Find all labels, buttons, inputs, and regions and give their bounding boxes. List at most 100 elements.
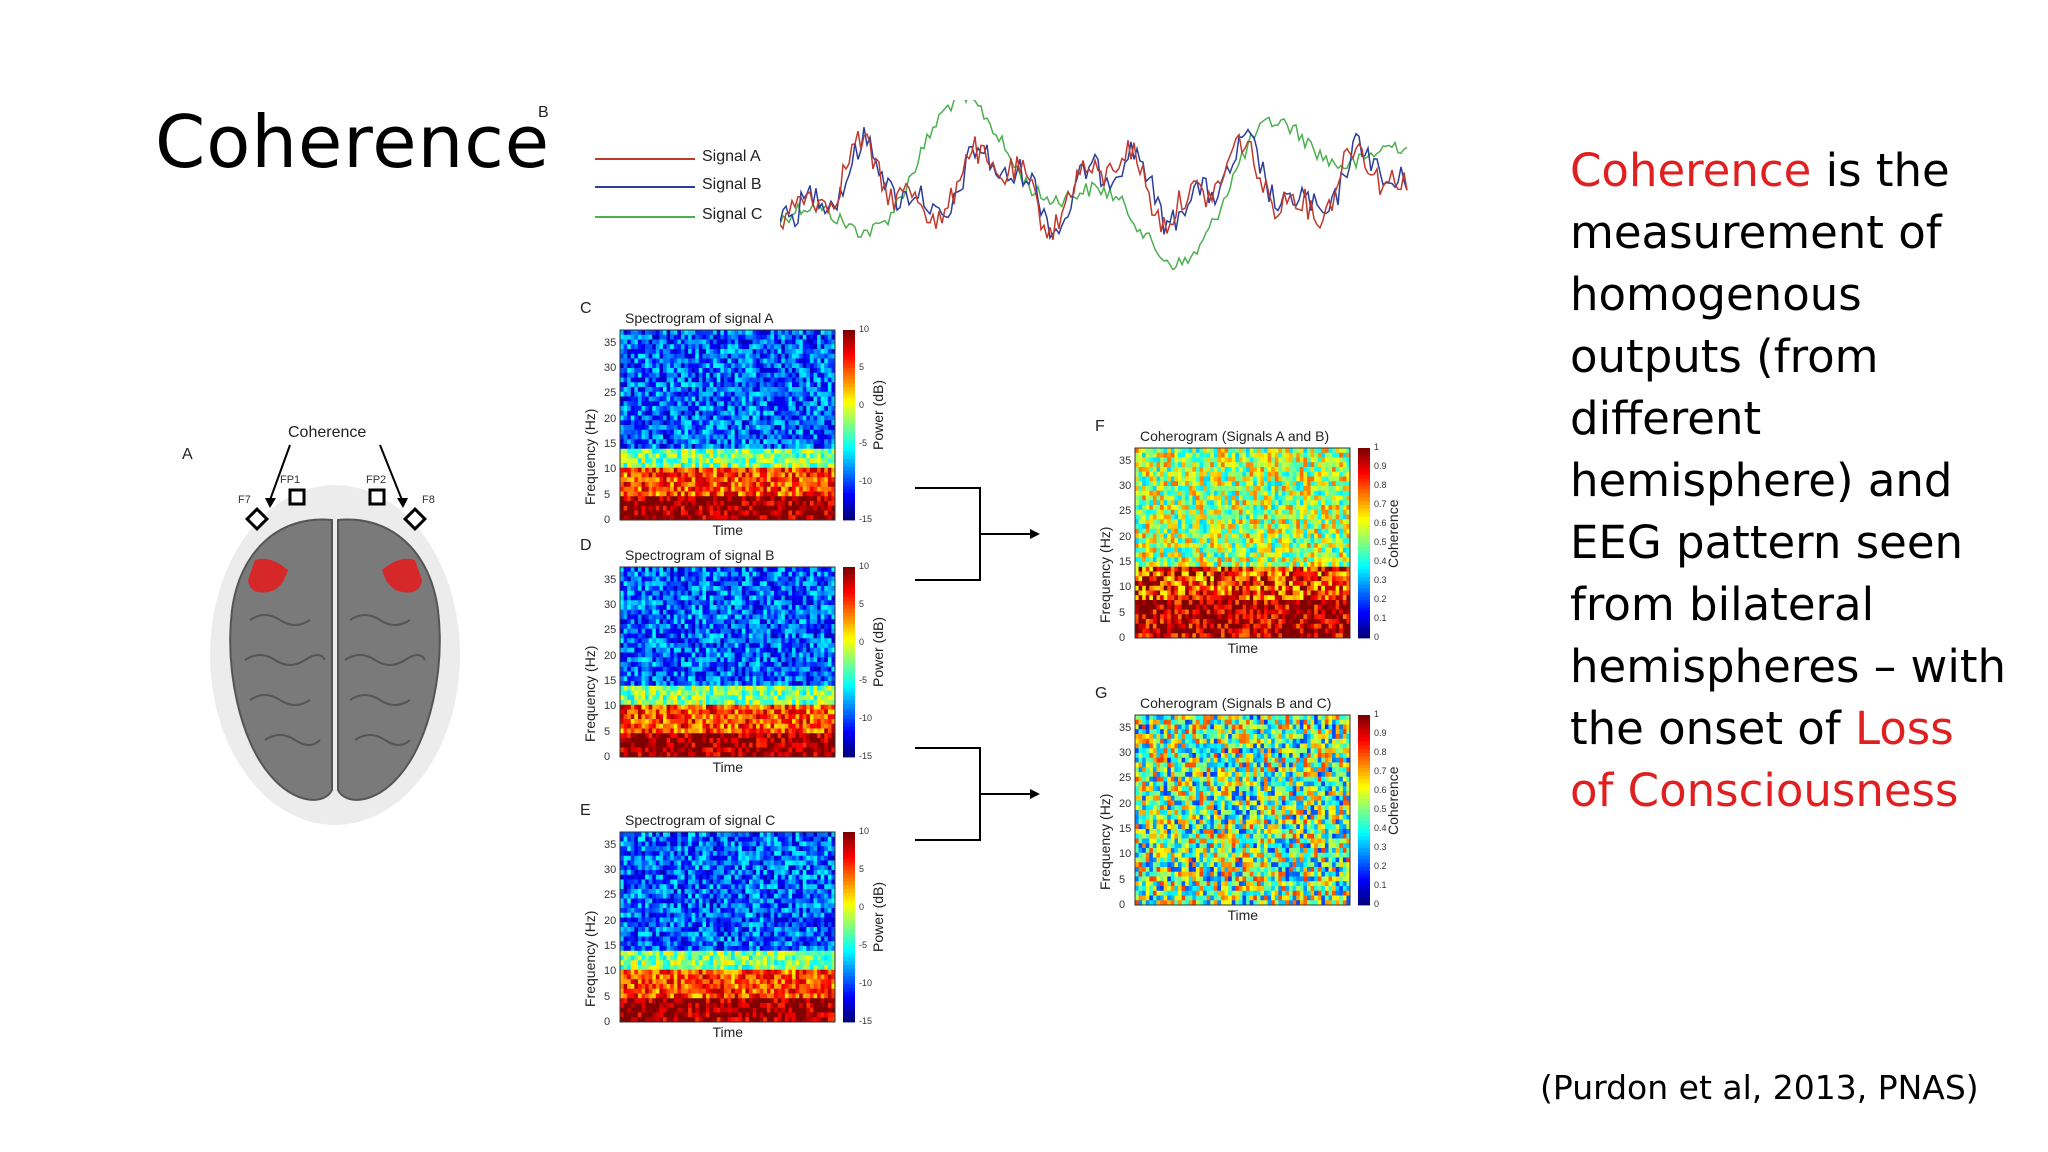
heatmap-cell [680,628,685,634]
heatmap-cell [673,439,678,445]
heatmap-cell [824,349,829,355]
heatmap-cell [659,581,664,587]
heatmap-cell [623,515,628,521]
heatmap-cell [698,444,703,450]
heatmap-cell [827,496,832,502]
heatmap-cell [713,358,718,364]
heatmap-cell [702,406,707,412]
heatmap-cell [655,685,660,691]
heatmap-cell [630,515,635,521]
heatmap-cell [792,353,796,359]
heatmap-cell [806,738,811,744]
heatmap-cell [677,567,682,573]
heatmap-cell [648,482,653,488]
heatmap-cell [634,339,639,345]
heatmap-cell [709,387,714,393]
heatmap-cell [709,685,714,691]
heatmap-cell [738,401,743,407]
heatmap-cell [666,567,671,573]
heatmap-cell [745,609,750,615]
heatmap-cell [781,334,786,340]
heatmap-cell [666,410,671,416]
heatmap-cell [727,747,732,753]
heatmap-cell [623,415,628,421]
heatmap-cell [630,349,635,355]
heatmap-cell [648,633,653,639]
colorbar-segment [843,371,855,376]
heatmap-cell [655,576,660,582]
heatmap-cell [673,463,678,469]
heatmap-cell [720,377,725,383]
heatmap-cell [691,463,696,469]
heatmap-cell [673,486,678,492]
heatmap-cell [777,472,782,478]
heatmap-cell [749,652,753,658]
heatmap-cell [749,704,753,710]
heatmap-cell [784,344,789,350]
heatmap-cell [630,619,635,625]
heatmap-cell [788,643,793,649]
heatmap-cell [702,690,707,696]
heatmap-cell [716,643,721,649]
heatmap-cell [702,619,707,625]
heatmap-cell [670,567,675,573]
heatmap-cell [720,685,725,691]
heatmap-cell [756,472,761,478]
heatmap-cell [738,719,743,725]
heatmap-cell [827,657,832,663]
heatmap-cell [645,723,650,729]
heatmap-cell [623,695,628,701]
heatmap-cell [713,571,718,577]
heatmap-cell [709,372,714,378]
heatmap-cell [784,391,789,397]
heatmap-cell [680,515,685,521]
heatmap-cell [741,647,746,653]
heatmap-cell [720,719,725,725]
heatmap-cell [702,628,707,634]
colorbar-segment [843,627,855,632]
heatmap-cell [759,491,764,497]
heatmap-cell [688,685,693,691]
heatmap-cell [727,709,732,715]
heatmap-cell [723,477,728,483]
heatmap-cell [645,609,650,615]
heatmap-cell [795,358,800,364]
heatmap-cell [713,401,718,407]
colorbar-segment [843,413,855,418]
heatmap-cell [745,643,750,649]
heatmap-cell [623,330,628,336]
heatmap-cell [655,344,660,350]
colorbar-segment [843,730,855,735]
heatmap-cell [770,387,775,393]
heatmap-cell [723,491,728,497]
heatmap-cell [799,472,804,478]
heatmap-cell [795,647,800,653]
heatmap-cell [774,624,779,630]
heatmap-cell [702,501,707,507]
heatmap-cell [684,638,689,644]
heatmap-cell [792,444,796,450]
heatmap-cell [663,410,667,416]
heatmap-cell [702,491,707,497]
heatmap-cell [806,491,811,497]
heatmap-cell [784,439,789,445]
colorbar-segment [843,459,855,464]
panel-label-d: D [580,537,592,554]
heatmap-cell [763,420,768,426]
heatmap-cell [738,728,743,734]
heatmap-cell [641,662,646,668]
heatmap-cell [648,477,653,483]
heatmap-cell [663,434,667,440]
heatmap-cell [666,728,671,734]
heatmap-cell [673,704,678,710]
heatmap-cell [723,685,728,691]
heatmap-cell [820,567,825,573]
heatmap-cell [652,382,657,388]
heatmap-cell [659,401,664,407]
heatmap-cell [738,704,743,710]
heatmap-cell [784,643,789,649]
heatmap-cell [673,467,678,473]
heatmap-cell [720,368,725,374]
heatmap-cell [716,339,721,345]
heatmap-cell [809,458,814,464]
